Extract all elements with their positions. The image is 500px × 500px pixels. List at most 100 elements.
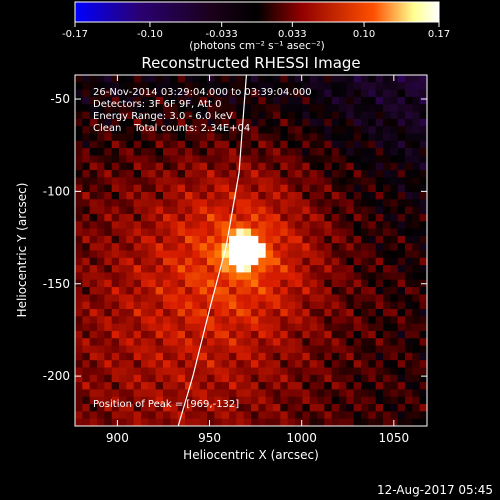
- heatmap-cell: [207, 213, 215, 222]
- heatmap-cell: [141, 177, 149, 186]
- heatmap-cell: [353, 221, 362, 230]
- heatmap-cell: [375, 382, 384, 391]
- heatmap-cell: [295, 411, 303, 420]
- heatmap-cell: [185, 265, 193, 274]
- heatmap-cell: [405, 133, 413, 142]
- heatmap-cell: [148, 352, 157, 361]
- heatmap-cell: [119, 111, 127, 120]
- heatmap-cell: [375, 404, 384, 412]
- heatmap-cell: [309, 148, 318, 157]
- heatmap-cell: [119, 170, 127, 178]
- heatmap-cell: [309, 243, 318, 252]
- heatmap-cell: [192, 192, 201, 200]
- heatmap-cell: [273, 89, 281, 98]
- heatmap-cell: [412, 287, 421, 295]
- heatmap-cell: [346, 411, 355, 420]
- heatmap-cell: [163, 316, 171, 325]
- heatmap-cell: [221, 104, 230, 113]
- heatmap-cell: [317, 316, 325, 325]
- heatmap-cell: [339, 235, 347, 244]
- heatmap-cell: [155, 243, 164, 252]
- heatmap-cell: [89, 89, 98, 98]
- heatmap-cell: [397, 404, 406, 412]
- heatmap-cell: [295, 133, 303, 142]
- heatmap-cell: [258, 96, 267, 105]
- heatmap-cell: [111, 199, 120, 208]
- heatmap-cell: [119, 389, 127, 398]
- heatmap-cell: [317, 389, 325, 398]
- heatmap-cell: [119, 309, 127, 317]
- heatmap-cell: [104, 360, 113, 369]
- heatmap-cell: [141, 404, 149, 412]
- heatmap-cell: [243, 404, 252, 412]
- heatmap-cell: [339, 184, 347, 193]
- heatmap-cell: [405, 309, 413, 317]
- heatmap-cell: [141, 133, 149, 142]
- heatmap-cell: [317, 345, 325, 354]
- heatmap-cell: [339, 148, 347, 157]
- heatmap-cell: [170, 126, 179, 135]
- heatmap-cell: [265, 177, 274, 186]
- heatmap-cell: [236, 177, 245, 186]
- heatmap-cell: [383, 257, 391, 266]
- heatmap-cell: [199, 148, 208, 157]
- heatmap-cell: [192, 140, 201, 149]
- heatmap-cell: [236, 330, 245, 339]
- heatmap-cell: [390, 360, 399, 369]
- heatmap-cell: [273, 126, 281, 135]
- heatmap-cell: [339, 265, 347, 274]
- heatmap-cell: [148, 374, 157, 383]
- heatmap-cell: [170, 287, 179, 295]
- heatmap-cell: [236, 309, 245, 317]
- heatmap-cell: [368, 192, 377, 200]
- heatmap-cell: [133, 382, 142, 391]
- heatmap-cell: [133, 352, 142, 361]
- heatmap-cell: [309, 89, 318, 98]
- heatmap-cell: [221, 382, 230, 391]
- heatmap-cell: [287, 404, 296, 412]
- heatmap-cell: [405, 162, 413, 171]
- heatmap-cell: [419, 82, 427, 91]
- heatmap-cell: [390, 235, 399, 244]
- heatmap-cell: [324, 221, 333, 230]
- heatmap-cell: [163, 360, 171, 369]
- heatmap-cell: [295, 404, 303, 412]
- heatmap-cell: [214, 162, 223, 171]
- heatmap-cell: [353, 170, 362, 178]
- heatmap-cell: [148, 126, 157, 135]
- heatmap-cell: [243, 345, 252, 354]
- heatmap-cell: [405, 235, 413, 244]
- heatmap-cell: [199, 389, 208, 398]
- heatmap-cell: [419, 250, 427, 259]
- heatmap-cell: [229, 411, 237, 420]
- heatmap-cell: [155, 404, 164, 412]
- heatmap-cell: [243, 323, 252, 332]
- heatmap-cell: [383, 345, 391, 354]
- heatmap-cell: [331, 389, 340, 398]
- heatmap-cell: [185, 133, 193, 142]
- heatmap-cell: [199, 323, 208, 332]
- heatmap-cell: [405, 287, 413, 295]
- heatmap-cell: [163, 287, 171, 295]
- heatmap-cell: [251, 75, 259, 83]
- heatmap-cell: [89, 206, 98, 215]
- heatmap-cell: [89, 111, 98, 120]
- heatmap-cell: [397, 75, 406, 83]
- heatmap-cell: [412, 418, 421, 426]
- heatmap-cell: [412, 265, 421, 274]
- heatmap-cell: [346, 338, 355, 347]
- heatmap-cell: [111, 96, 120, 105]
- heatmap-cell: [75, 162, 83, 171]
- heatmap-cell: [192, 301, 201, 310]
- heatmap-cell: [419, 126, 427, 135]
- heatmap-cell: [302, 250, 311, 259]
- heatmap-cell: [111, 126, 120, 135]
- heatmap-cell: [119, 338, 127, 347]
- heatmap-cell: [104, 177, 113, 186]
- heatmap-cell: [111, 360, 120, 369]
- heatmap-cell: [375, 140, 384, 149]
- heatmap-cell: [133, 111, 142, 120]
- heatmap-cell: [221, 96, 230, 105]
- heatmap-cell: [412, 404, 421, 412]
- heatmap-cell: [331, 382, 340, 391]
